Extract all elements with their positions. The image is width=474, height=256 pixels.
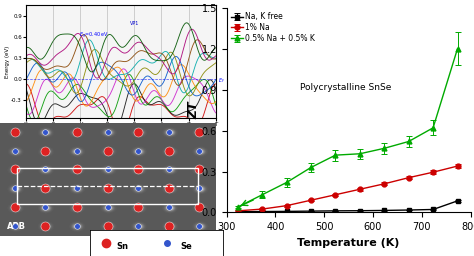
- Text: Se: Se: [180, 242, 192, 251]
- X-axis label: Temperature (K): Temperature (K): [298, 238, 400, 248]
- Text: Sn: Sn: [117, 242, 128, 251]
- Y-axis label: Energy (eV): Energy (eV): [5, 45, 10, 78]
- Text: Polycrystalline SnSe: Polycrystalline SnSe: [300, 83, 391, 92]
- Text: $E_F$: $E_F$: [218, 76, 225, 85]
- Y-axis label: ZT: ZT: [187, 101, 200, 119]
- Text: VP1: VP1: [130, 22, 140, 26]
- Bar: [17, 168, 199, 204]
- Text: APB: APB: [7, 222, 26, 231]
- Legend: Na, K free, 1% Na, 0.5% Na + 0.5% K: Na, K free, 1% Na, 0.5% Na + 0.5% K: [230, 12, 316, 44]
- Text: $E_g$=0.40 eV: $E_g$=0.40 eV: [79, 30, 109, 40]
